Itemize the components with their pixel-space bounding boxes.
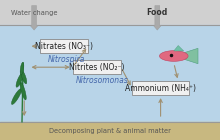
FancyArrow shape [30, 6, 38, 30]
FancyBboxPatch shape [40, 39, 88, 53]
Bar [0, 122, 220, 140]
Text: Water change: Water change [11, 10, 57, 16]
Text: Decomposing plant & animal matter: Decomposing plant & animal matter [49, 128, 171, 134]
Text: Ammonium (NH₄⁺): Ammonium (NH₄⁺) [125, 84, 196, 93]
Text: Food: Food [147, 8, 168, 17]
Polygon shape [16, 72, 24, 87]
Bar [0, 0, 220, 25]
Text: Nitrospira: Nitrospira [47, 55, 85, 64]
Polygon shape [11, 89, 22, 104]
FancyBboxPatch shape [73, 60, 121, 74]
Polygon shape [174, 46, 184, 51]
Polygon shape [20, 82, 26, 100]
FancyArrow shape [153, 6, 161, 30]
FancyBboxPatch shape [132, 81, 189, 95]
Polygon shape [21, 70, 27, 84]
Polygon shape [185, 48, 198, 64]
Polygon shape [160, 51, 188, 61]
Bar [0, 25, 220, 122]
Text: Nitrosomonas: Nitrosomonas [76, 76, 129, 85]
Text: Nitrites (NO₂⁻): Nitrites (NO₂⁻) [69, 63, 125, 72]
Polygon shape [20, 62, 24, 75]
Text: Nitrates (NO₃⁻): Nitrates (NO₃⁻) [35, 42, 93, 51]
